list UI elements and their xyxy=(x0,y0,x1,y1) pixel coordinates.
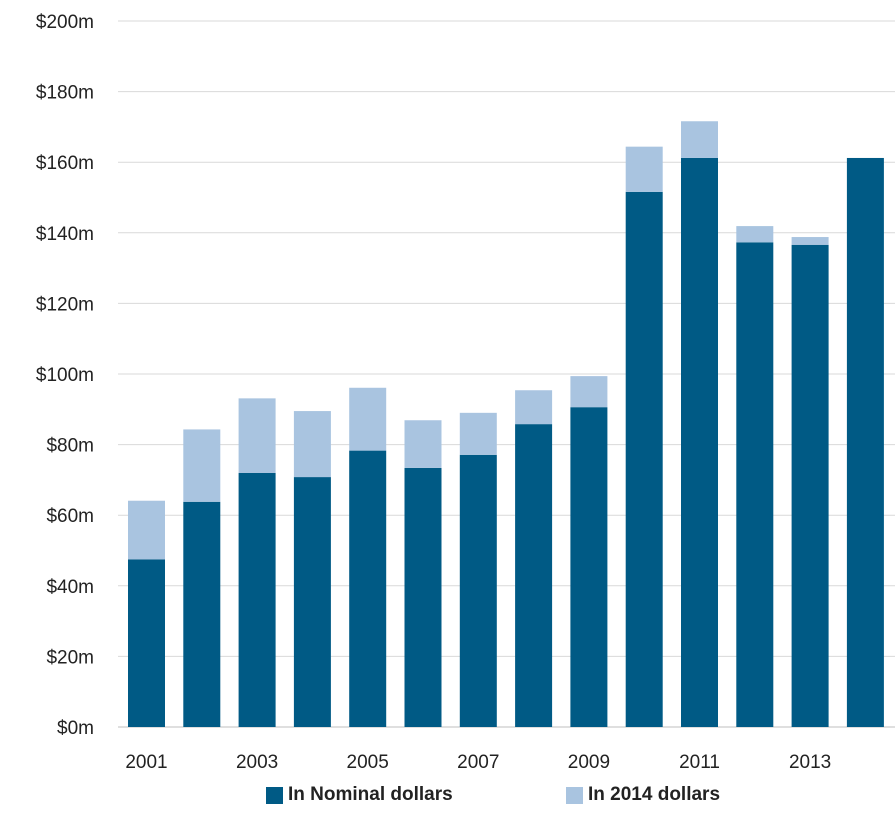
legend-label-2014: In 2014 dollars xyxy=(588,784,721,805)
bar-nominal xyxy=(846,157,884,728)
legend-swatch-nominal xyxy=(266,786,283,804)
bar-nominal xyxy=(349,450,387,727)
x-tick-label: 2007 xyxy=(457,752,499,773)
bar-nominal xyxy=(570,407,608,727)
bar-nominal xyxy=(459,454,497,727)
bar-nominal xyxy=(238,472,276,727)
bar-2014-dollars xyxy=(736,226,774,243)
gridlines xyxy=(118,20,895,728)
x-axis-tick-labels: 2001 2003 2005 2007 2009 2011 2013 xyxy=(125,752,831,773)
y-tick-label: $20m xyxy=(46,647,94,668)
bar-2014-dollars xyxy=(681,121,718,158)
bar-2014-dollars xyxy=(791,237,829,245)
bar-2014-dollars xyxy=(238,398,276,473)
bar-2014-dollars xyxy=(128,500,165,560)
bar-2014-dollars xyxy=(459,412,497,455)
bar-nominal xyxy=(293,477,331,727)
y-tick-label: $180m xyxy=(36,83,94,104)
x-tick-label: 2013 xyxy=(789,752,831,773)
bar-nominal xyxy=(736,242,774,727)
bar-2014-dollars xyxy=(570,376,608,408)
bar-nominal xyxy=(404,467,442,727)
bar-nominal xyxy=(128,559,165,727)
legend-item-nominal: In Nominal dollars xyxy=(266,784,453,806)
bar-2014-dollars xyxy=(625,146,663,192)
x-tick-label: 2001 xyxy=(125,752,167,773)
legend-swatch-2014 xyxy=(566,786,583,804)
legend: In Nominal dollars In 2014 dollars xyxy=(0,784,895,824)
bar-nominal xyxy=(625,191,663,728)
x-tick-label: 2009 xyxy=(568,752,610,773)
bar-2014-dollars xyxy=(404,420,442,468)
y-tick-label: $40m xyxy=(46,577,94,598)
legend-label-nominal: In Nominal dollars xyxy=(288,784,453,805)
bar-nominal xyxy=(791,244,829,727)
y-tick-label: $0m xyxy=(57,718,94,739)
bar-nominal xyxy=(681,157,718,728)
y-tick-label: $60m xyxy=(46,506,94,527)
bar-2014-dollars xyxy=(515,390,553,425)
bar-nominal xyxy=(515,424,553,727)
x-tick-label: 2011 xyxy=(679,752,720,773)
bar-2014-dollars xyxy=(293,411,331,478)
y-tick-label: $100m xyxy=(36,365,94,386)
x-tick-label: 2003 xyxy=(236,752,278,773)
stacked-bar-chart: $0m $20m $40m $60m $80m $100m $120m $140m $160m $… xyxy=(36,12,895,773)
y-tick-label: $200m xyxy=(36,12,94,33)
bars xyxy=(128,121,884,728)
legend-item-2014: In 2014 dollars xyxy=(566,784,720,806)
y-tick-label: $140m xyxy=(36,224,94,245)
y-axis-tick-labels: $0m $20m $40m $60m $80m $100m $120m $140m $160m $… xyxy=(36,12,94,739)
y-tick-label: $160m xyxy=(36,153,94,174)
x-tick-label: 2005 xyxy=(347,752,389,773)
bar-nominal xyxy=(183,501,221,727)
y-tick-label: $120m xyxy=(36,294,94,315)
bar-2014-dollars xyxy=(183,429,221,502)
bar-2014-dollars xyxy=(349,387,387,451)
y-tick-label: $80m xyxy=(46,436,94,457)
